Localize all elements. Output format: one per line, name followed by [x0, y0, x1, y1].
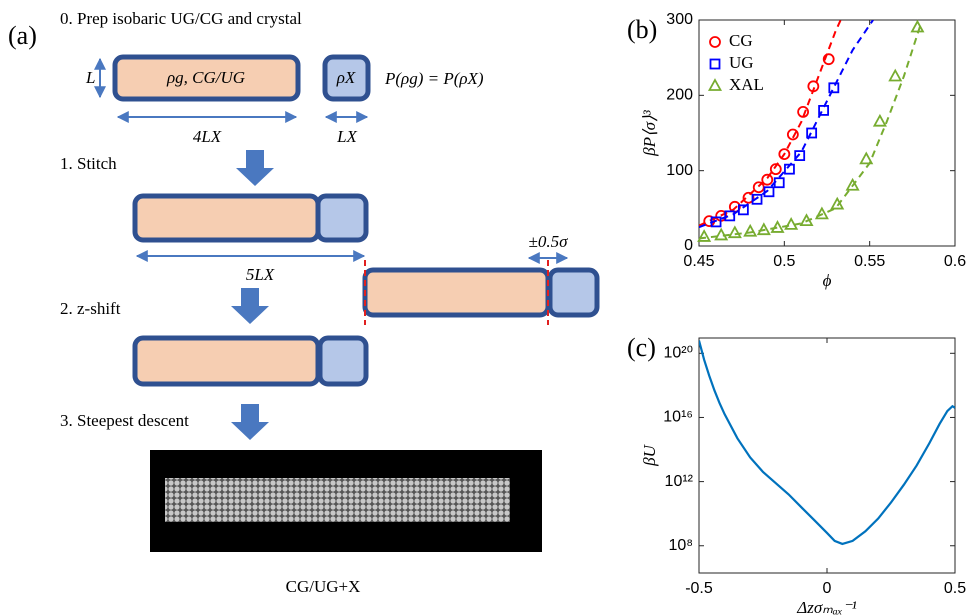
- crystal-box: [550, 270, 597, 315]
- y-axis-label: βP⟨σ⟩³: [640, 109, 659, 156]
- legend-label: CG: [729, 31, 753, 50]
- x-tick-label: 0.45: [683, 253, 714, 270]
- y-tick-label: 300: [666, 11, 693, 28]
- marker: [912, 22, 923, 32]
- step-label: 2. z-shift: [60, 299, 121, 318]
- crystal-box: [320, 338, 366, 384]
- marker: [699, 231, 710, 241]
- step-arrow: [236, 150, 274, 186]
- particle-packing: [165, 478, 510, 522]
- legend-label: XAL: [729, 75, 764, 94]
- y-tick-label: 100: [666, 162, 693, 179]
- crystal-box: [318, 196, 366, 240]
- y-axis-label: βU: [640, 443, 659, 466]
- panel-label: (b): [627, 15, 657, 44]
- box-label: ρg, CG/UG: [166, 68, 245, 87]
- y-tick-label: 10²⁰: [663, 345, 693, 362]
- dimension-label: ±0.5σ: [529, 232, 569, 251]
- marker: [775, 178, 784, 187]
- y-tick-label: 10¹⁶: [663, 409, 693, 426]
- y-tick-label: 200: [666, 87, 693, 104]
- fit-line: [699, 20, 873, 227]
- gas-box: [135, 338, 318, 384]
- panel-a: (a) 0. Prep isobaric UG/CG and crystal ρ…: [8, 9, 597, 596]
- y-tick-label: 10¹²: [665, 473, 694, 490]
- figure: (a) 0. Prep isobaric UG/CG and crystal ρ…: [0, 0, 970, 615]
- step-arrow: [231, 404, 269, 440]
- legend-marker: [710, 37, 720, 47]
- y-tick-label: 0: [684, 237, 693, 254]
- step-label: 1. Stitch: [60, 154, 117, 173]
- legend-label: UG: [729, 53, 754, 72]
- marker: [754, 182, 764, 192]
- dimension-label: LX: [336, 127, 357, 146]
- line: [699, 340, 955, 543]
- dimension-label: L: [85, 68, 95, 87]
- marker: [890, 71, 901, 81]
- x-axis-label: ϕ: [823, 271, 832, 290]
- legend-marker: [710, 80, 721, 90]
- marker: [861, 153, 872, 163]
- x-tick-label: 0.5: [773, 253, 795, 270]
- dimension-label: 4LX: [193, 127, 222, 146]
- marker: [772, 222, 783, 232]
- step-label: 3. Steepest descent: [60, 411, 189, 430]
- box-label: ρX: [336, 68, 356, 87]
- gas-box: [135, 196, 318, 240]
- panel-label: (a): [8, 21, 37, 50]
- dimension-label: 5LX: [246, 265, 275, 284]
- x-tick-label: 0.55: [854, 253, 885, 270]
- fit-line: [699, 20, 841, 226]
- marker: [762, 175, 772, 185]
- x-tick-label: 0: [823, 580, 832, 597]
- caption: CG/UG+X: [286, 577, 361, 596]
- marker: [829, 83, 838, 92]
- step-arrow: [231, 288, 269, 324]
- marker: [874, 116, 885, 126]
- x-axis-label: Δzσₘₐₓ⁻¹: [796, 598, 856, 615]
- equation: P(ρg) = P(ρX): [384, 69, 484, 88]
- marker: [729, 227, 740, 237]
- gas-box: [365, 270, 548, 315]
- marker: [788, 130, 798, 140]
- x-tick-label: 0.5: [944, 580, 966, 597]
- panel-label: (c): [627, 333, 656, 362]
- plot-frame: [699, 338, 955, 573]
- step-label: 0. Prep isobaric UG/CG and crystal: [60, 9, 302, 28]
- legend-marker: [711, 60, 720, 69]
- x-tick-label: 0.6: [944, 253, 966, 270]
- marker: [745, 226, 756, 236]
- x-tick-label: -0.5: [685, 580, 713, 597]
- y-tick-label: 10⁸: [668, 537, 693, 554]
